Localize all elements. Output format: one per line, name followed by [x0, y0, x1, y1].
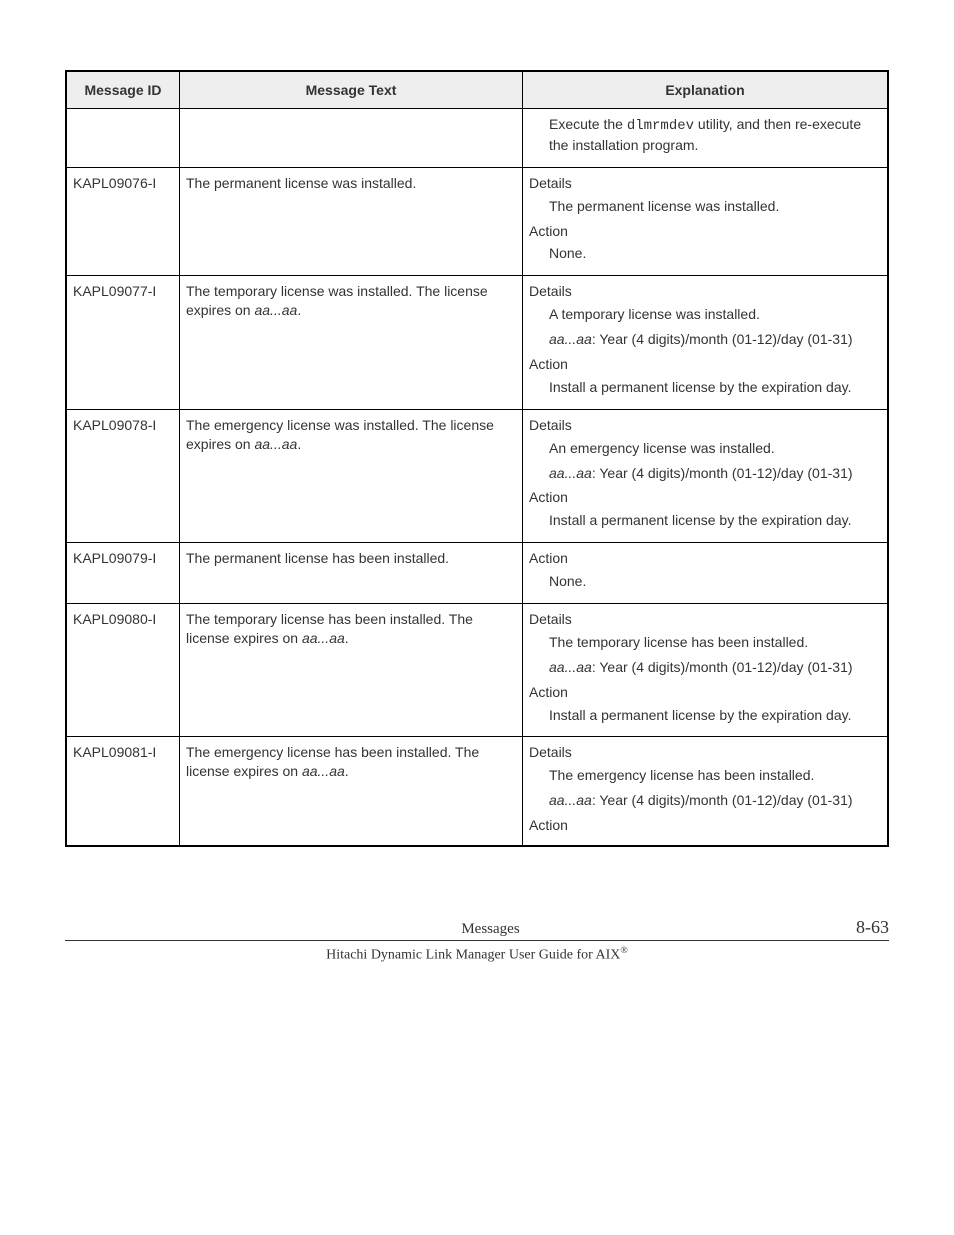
- cell-message-text: The temporary license has been installed…: [180, 604, 523, 737]
- action-text: Install a permanent license by the expir…: [549, 511, 881, 530]
- details-text: aa...aa: Year (4 digits)/month (01-12)/d…: [549, 330, 881, 349]
- details-text: aa...aa: Year (4 digits)/month (01-12)/d…: [549, 658, 881, 677]
- details-text: A temporary license was installed.: [549, 305, 881, 324]
- footer-book-title: Hitachi Dynamic Link Manager User Guide …: [65, 945, 889, 964]
- action-text: None.: [549, 244, 881, 263]
- table-body: Execute the dlmrmdev utility, and then r…: [66, 109, 888, 847]
- action-label: Action: [529, 355, 881, 374]
- table-row: KAPL09081-IThe emergency license has bee…: [66, 737, 888, 846]
- cell-message-text: The permanent license was installed.: [180, 167, 523, 276]
- action-text: Install a permanent license by the expir…: [549, 378, 881, 397]
- details-label: Details: [529, 743, 881, 762]
- cell-explanation: Details An emergency license was installe…: [523, 409, 889, 542]
- document-page: Message ID Message Text Explanation Exec…: [0, 0, 954, 1004]
- explanation-text: Execute the dlmrmdev utility, and then r…: [549, 115, 881, 155]
- cell-message-id: KAPL09081-I: [66, 737, 180, 846]
- table-row: KAPL09080-IThe temporary license has bee…: [66, 604, 888, 737]
- header-explanation: Explanation: [523, 71, 889, 109]
- cell-message-text: The emergency license has been installed…: [180, 737, 523, 846]
- cell-message-text: The emergency license was installed. The…: [180, 409, 523, 542]
- cell-explanation: Details The permanent license was install…: [523, 167, 889, 276]
- table-row: KAPL09076-IThe permanent license was ins…: [66, 167, 888, 276]
- cell-message-text: [180, 109, 523, 168]
- action-text: Install a permanent license by the expir…: [549, 706, 881, 725]
- footer-page-number: 8-63: [856, 917, 889, 938]
- table-row: Execute the dlmrmdev utility, and then r…: [66, 109, 888, 168]
- cell-explanation: Action None.: [523, 543, 889, 604]
- details-text: aa...aa: Year (4 digits)/month (01-12)/d…: [549, 791, 881, 810]
- details-text: The temporary license has been installed…: [549, 633, 881, 652]
- cell-explanation: Details The emergency license has been in…: [523, 737, 889, 846]
- details-label: Details: [529, 610, 881, 629]
- table-header-row: Message ID Message Text Explanation: [66, 71, 888, 109]
- page-footer: Messages 8-63 Hitachi Dynamic Link Manag…: [65, 917, 889, 964]
- action-label: Action: [529, 816, 881, 835]
- cell-message-id: KAPL09076-I: [66, 167, 180, 276]
- cell-explanation: Details A temporary license was installed…: [523, 276, 889, 409]
- cell-message-text: The temporary license was installed. The…: [180, 276, 523, 409]
- cell-message-id: KAPL09080-I: [66, 604, 180, 737]
- details-text: The permanent license was installed.: [549, 197, 881, 216]
- action-label: Action: [529, 488, 881, 507]
- cell-message-id: KAPL09077-I: [66, 276, 180, 409]
- cell-message-id: KAPL09078-I: [66, 409, 180, 542]
- cell-message-id: KAPL09079-I: [66, 543, 180, 604]
- cell-explanation: Execute the dlmrmdev utility, and then r…: [523, 109, 889, 168]
- details-label: Details: [529, 416, 881, 435]
- table-row: KAPL09077-IThe temporary license was ins…: [66, 276, 888, 409]
- header-message-text: Message Text: [180, 71, 523, 109]
- cell-message-text: The permanent license has been installed…: [180, 543, 523, 604]
- details-label: Details: [529, 282, 881, 301]
- action-label: Action: [529, 683, 881, 702]
- action-text: None.: [549, 572, 881, 591]
- footer-top-line: Messages 8-63: [65, 917, 889, 941]
- table-row: KAPL09079-IThe permanent license has bee…: [66, 543, 888, 604]
- action-label: Action: [529, 222, 881, 241]
- header-message-id: Message ID: [66, 71, 180, 109]
- details-text: An emergency license was installed.: [549, 439, 881, 458]
- table-row: KAPL09078-IThe emergency license was ins…: [66, 409, 888, 542]
- messages-table: Message ID Message Text Explanation Exec…: [65, 70, 889, 847]
- details-label: Details: [529, 174, 881, 193]
- cell-message-id: [66, 109, 180, 168]
- details-text: The emergency license has been installed…: [549, 766, 881, 785]
- footer-section-title: Messages: [125, 921, 856, 938]
- details-text: aa...aa: Year (4 digits)/month (01-12)/d…: [549, 464, 881, 483]
- cell-explanation: Details The temporary license has been in…: [523, 604, 889, 737]
- action-label: Action: [529, 549, 881, 568]
